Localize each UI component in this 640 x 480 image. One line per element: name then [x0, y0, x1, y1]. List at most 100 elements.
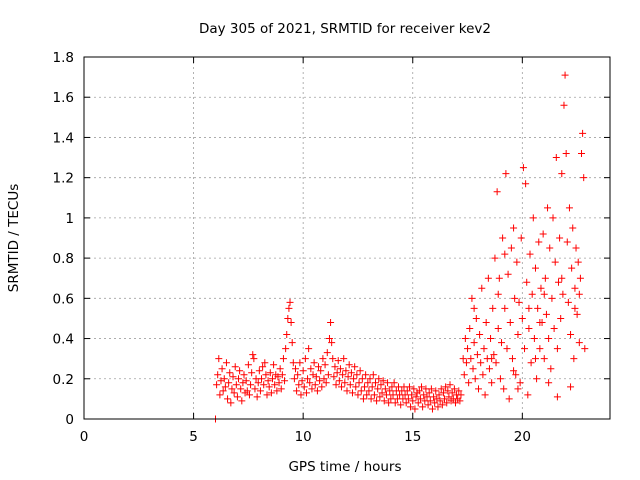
data-point [428, 405, 436, 413]
data-point [324, 371, 332, 379]
data-point [357, 387, 365, 395]
data-point [558, 170, 566, 178]
data-point [522, 180, 530, 188]
data-point [571, 304, 579, 312]
data-point [487, 335, 495, 343]
data-point [466, 325, 474, 332]
data-point [285, 304, 293, 312]
data-point [568, 264, 576, 272]
data-point [551, 258, 559, 266]
data-point [573, 310, 581, 318]
data-point [299, 367, 307, 375]
data-point [345, 361, 353, 369]
data-point [313, 387, 321, 395]
data-point [304, 375, 312, 383]
data-point [425, 389, 433, 397]
data-point [371, 379, 379, 387]
data-point [282, 345, 290, 353]
data-point [580, 174, 588, 182]
data-point [511, 294, 519, 302]
data-point [561, 71, 569, 79]
data-point [480, 345, 488, 353]
data-point [554, 278, 562, 286]
data-point [490, 351, 498, 359]
data-point [473, 351, 481, 359]
data-point [321, 361, 329, 369]
data-point [448, 389, 456, 397]
data-point [479, 371, 487, 379]
data-point [263, 391, 271, 399]
data-point [545, 379, 553, 387]
data-point [279, 355, 287, 363]
data-point [442, 383, 450, 391]
data-point [437, 385, 445, 393]
data-point [527, 359, 535, 367]
data-point [343, 387, 351, 395]
x-axis-label: GPS time / hours [288, 459, 401, 475]
data-point [238, 397, 246, 405]
data-point [247, 381, 255, 389]
data-point [436, 397, 444, 405]
data-points [212, 71, 589, 423]
data-point [518, 314, 526, 322]
data-point [318, 383, 326, 391]
data-point [565, 204, 573, 212]
data-point [391, 399, 399, 407]
data-point [273, 387, 281, 395]
data-point [471, 375, 479, 383]
data-point [228, 385, 236, 393]
data-point [424, 401, 432, 409]
data-point [216, 391, 224, 399]
data-point [315, 363, 323, 371]
data-point [461, 335, 469, 343]
data-point [362, 371, 370, 379]
data-point [444, 387, 452, 395]
data-point [409, 397, 417, 405]
data-point [368, 383, 376, 391]
data-point [534, 304, 542, 312]
data-point [267, 389, 275, 397]
data-point [270, 361, 278, 369]
data-point [311, 381, 319, 389]
data-point [553, 393, 561, 401]
data-point [365, 387, 373, 395]
data-point [369, 371, 377, 379]
data-point [419, 403, 427, 411]
data-point [547, 365, 555, 373]
data-point [455, 387, 463, 395]
data-point [240, 371, 248, 379]
data-point [220, 375, 228, 383]
data-point [569, 224, 577, 232]
data-point [235, 375, 243, 383]
data-point [542, 310, 550, 318]
data-point [377, 381, 385, 389]
data-point [411, 405, 419, 413]
data-point [347, 369, 355, 377]
data-point [262, 371, 270, 379]
data-point [330, 373, 338, 381]
data-point [231, 363, 239, 371]
data-point [286, 298, 294, 306]
data-point [388, 383, 396, 391]
data-point [496, 375, 504, 383]
data-point [351, 363, 359, 371]
data-point [328, 339, 336, 347]
data-point [502, 170, 510, 178]
data-point [310, 359, 318, 367]
data-point [225, 379, 233, 387]
data-point [539, 230, 547, 238]
data-point [386, 387, 394, 395]
data-point [510, 367, 518, 375]
x-tick-label: 20 [514, 429, 531, 445]
data-point [296, 359, 304, 367]
data-point [407, 403, 415, 411]
data-point [244, 361, 252, 369]
x-tick-label: 0 [80, 429, 89, 445]
data-point [375, 375, 383, 383]
data-point [564, 298, 572, 306]
data-point [264, 377, 272, 385]
data-point [521, 345, 529, 353]
data-point [501, 304, 509, 312]
data-point [576, 274, 584, 282]
data-point [215, 355, 223, 363]
